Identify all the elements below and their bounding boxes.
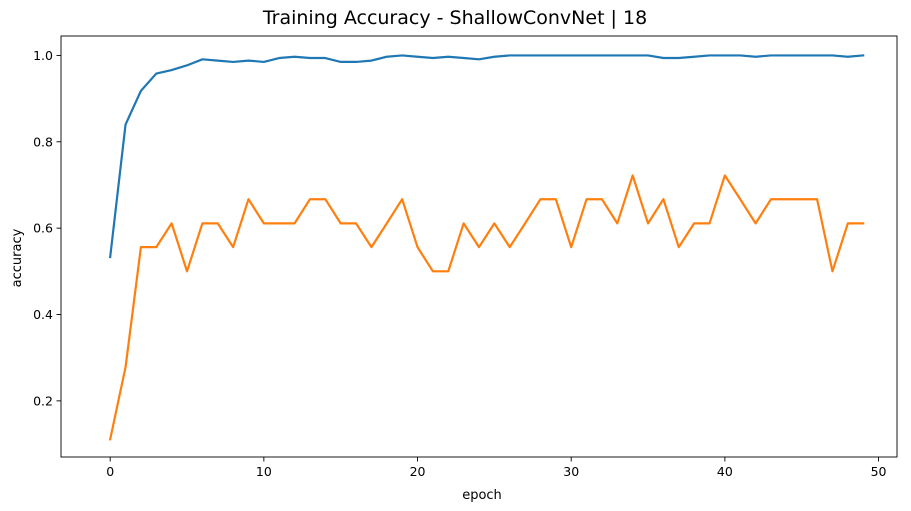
y-tick-label: 0.2	[33, 393, 53, 408]
x-axis-ticks: 0 10 20 30 40 50	[106, 457, 887, 479]
series-line-2	[108, 174, 865, 441]
x-tick-label: 20	[410, 464, 426, 479]
y-tick-label: 0.6	[33, 221, 53, 236]
y-axis-label: accuracy	[10, 228, 25, 287]
y-tick-label: 0.8	[33, 134, 53, 149]
y-tick-label: 1.0	[33, 48, 53, 63]
chart-title: Training Accuracy - ShallowConvNet | 18	[262, 7, 647, 29]
series-line-1	[108, 54, 865, 259]
plot-area	[60, 35, 898, 458]
series-layer	[108, 54, 865, 441]
y-tick-label: 0.4	[33, 307, 53, 322]
x-tick-label: 10	[256, 464, 272, 479]
x-tick-label: 0	[106, 464, 114, 479]
x-tick-label: 50	[871, 464, 887, 479]
x-tick-label: 30	[563, 464, 579, 479]
y-axis-ticks: 0.2 0.4 0.6 0.8 1.0	[33, 48, 61, 408]
x-axis-label: epoch	[462, 488, 502, 503]
x-tick-label: 40	[717, 464, 733, 479]
plot-frame	[60, 35, 898, 458]
